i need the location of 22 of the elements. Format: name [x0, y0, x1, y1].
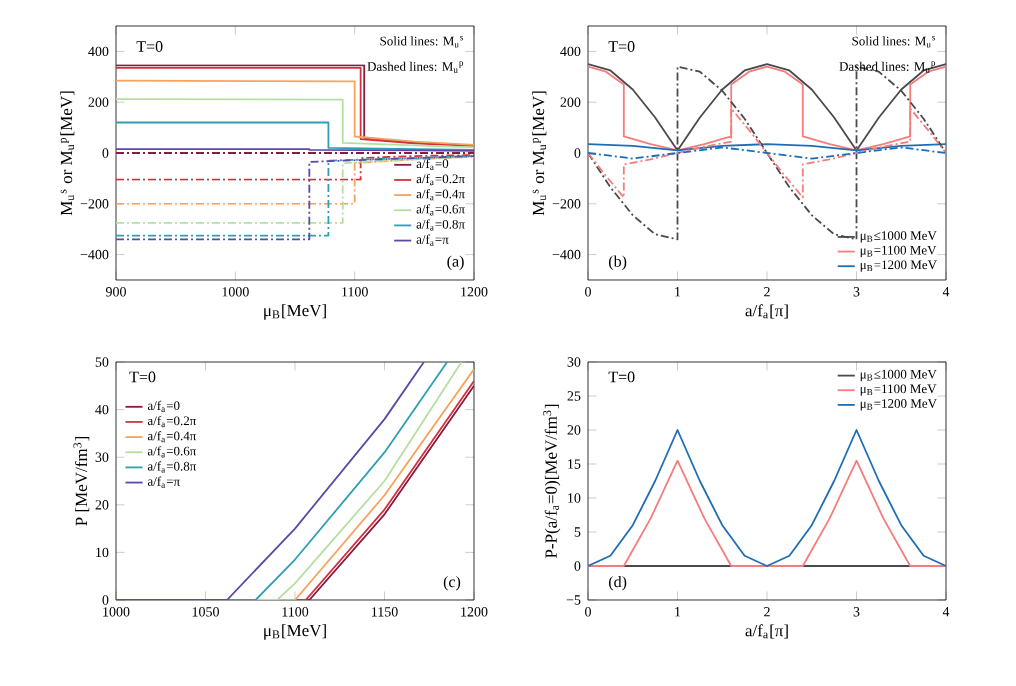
line-series	[588, 65, 947, 241]
y-axis-title: M$_{u}$$^{s}$ or M$_{u}$$^{p}$[MeV]	[532, 91, 547, 216]
x-axis-title: a/f$_{a}$[π]	[745, 624, 788, 639]
x-axis-title: μ$_{B}$[MeV]	[264, 304, 326, 320]
y-axis-title: P-P(a/f$_{a}$=0)[MeV/fm$^{3}$]	[543, 404, 561, 558]
y-axis-title: P [MeV/fm$^{3}$]	[73, 437, 90, 526]
x-axis-title: a/f$_{a}$[π]	[745, 304, 788, 319]
line-series	[116, 155, 475, 205]
annotation: (c)	[443, 575, 461, 591]
line-series	[116, 79, 475, 146]
annotation: T=0	[608, 371, 635, 383]
line-series	[116, 98, 475, 149]
annotation: T=0	[608, 41, 635, 52]
line-series	[588, 429, 947, 567]
annotation: T=0	[136, 41, 163, 52]
annotation: (d)	[609, 575, 627, 591]
y-axis-title: M$_{u}$$^{s}$ or M$_{u}$$^{p}$[MeV]	[60, 91, 75, 216]
line-series	[116, 121, 475, 151]
x-axis-title: μ$_{B}$[MeV]	[264, 624, 326, 640]
annotation: (a)	[447, 255, 464, 270]
annotation: T=0	[129, 371, 156, 383]
annotation: (b)	[609, 255, 627, 270]
